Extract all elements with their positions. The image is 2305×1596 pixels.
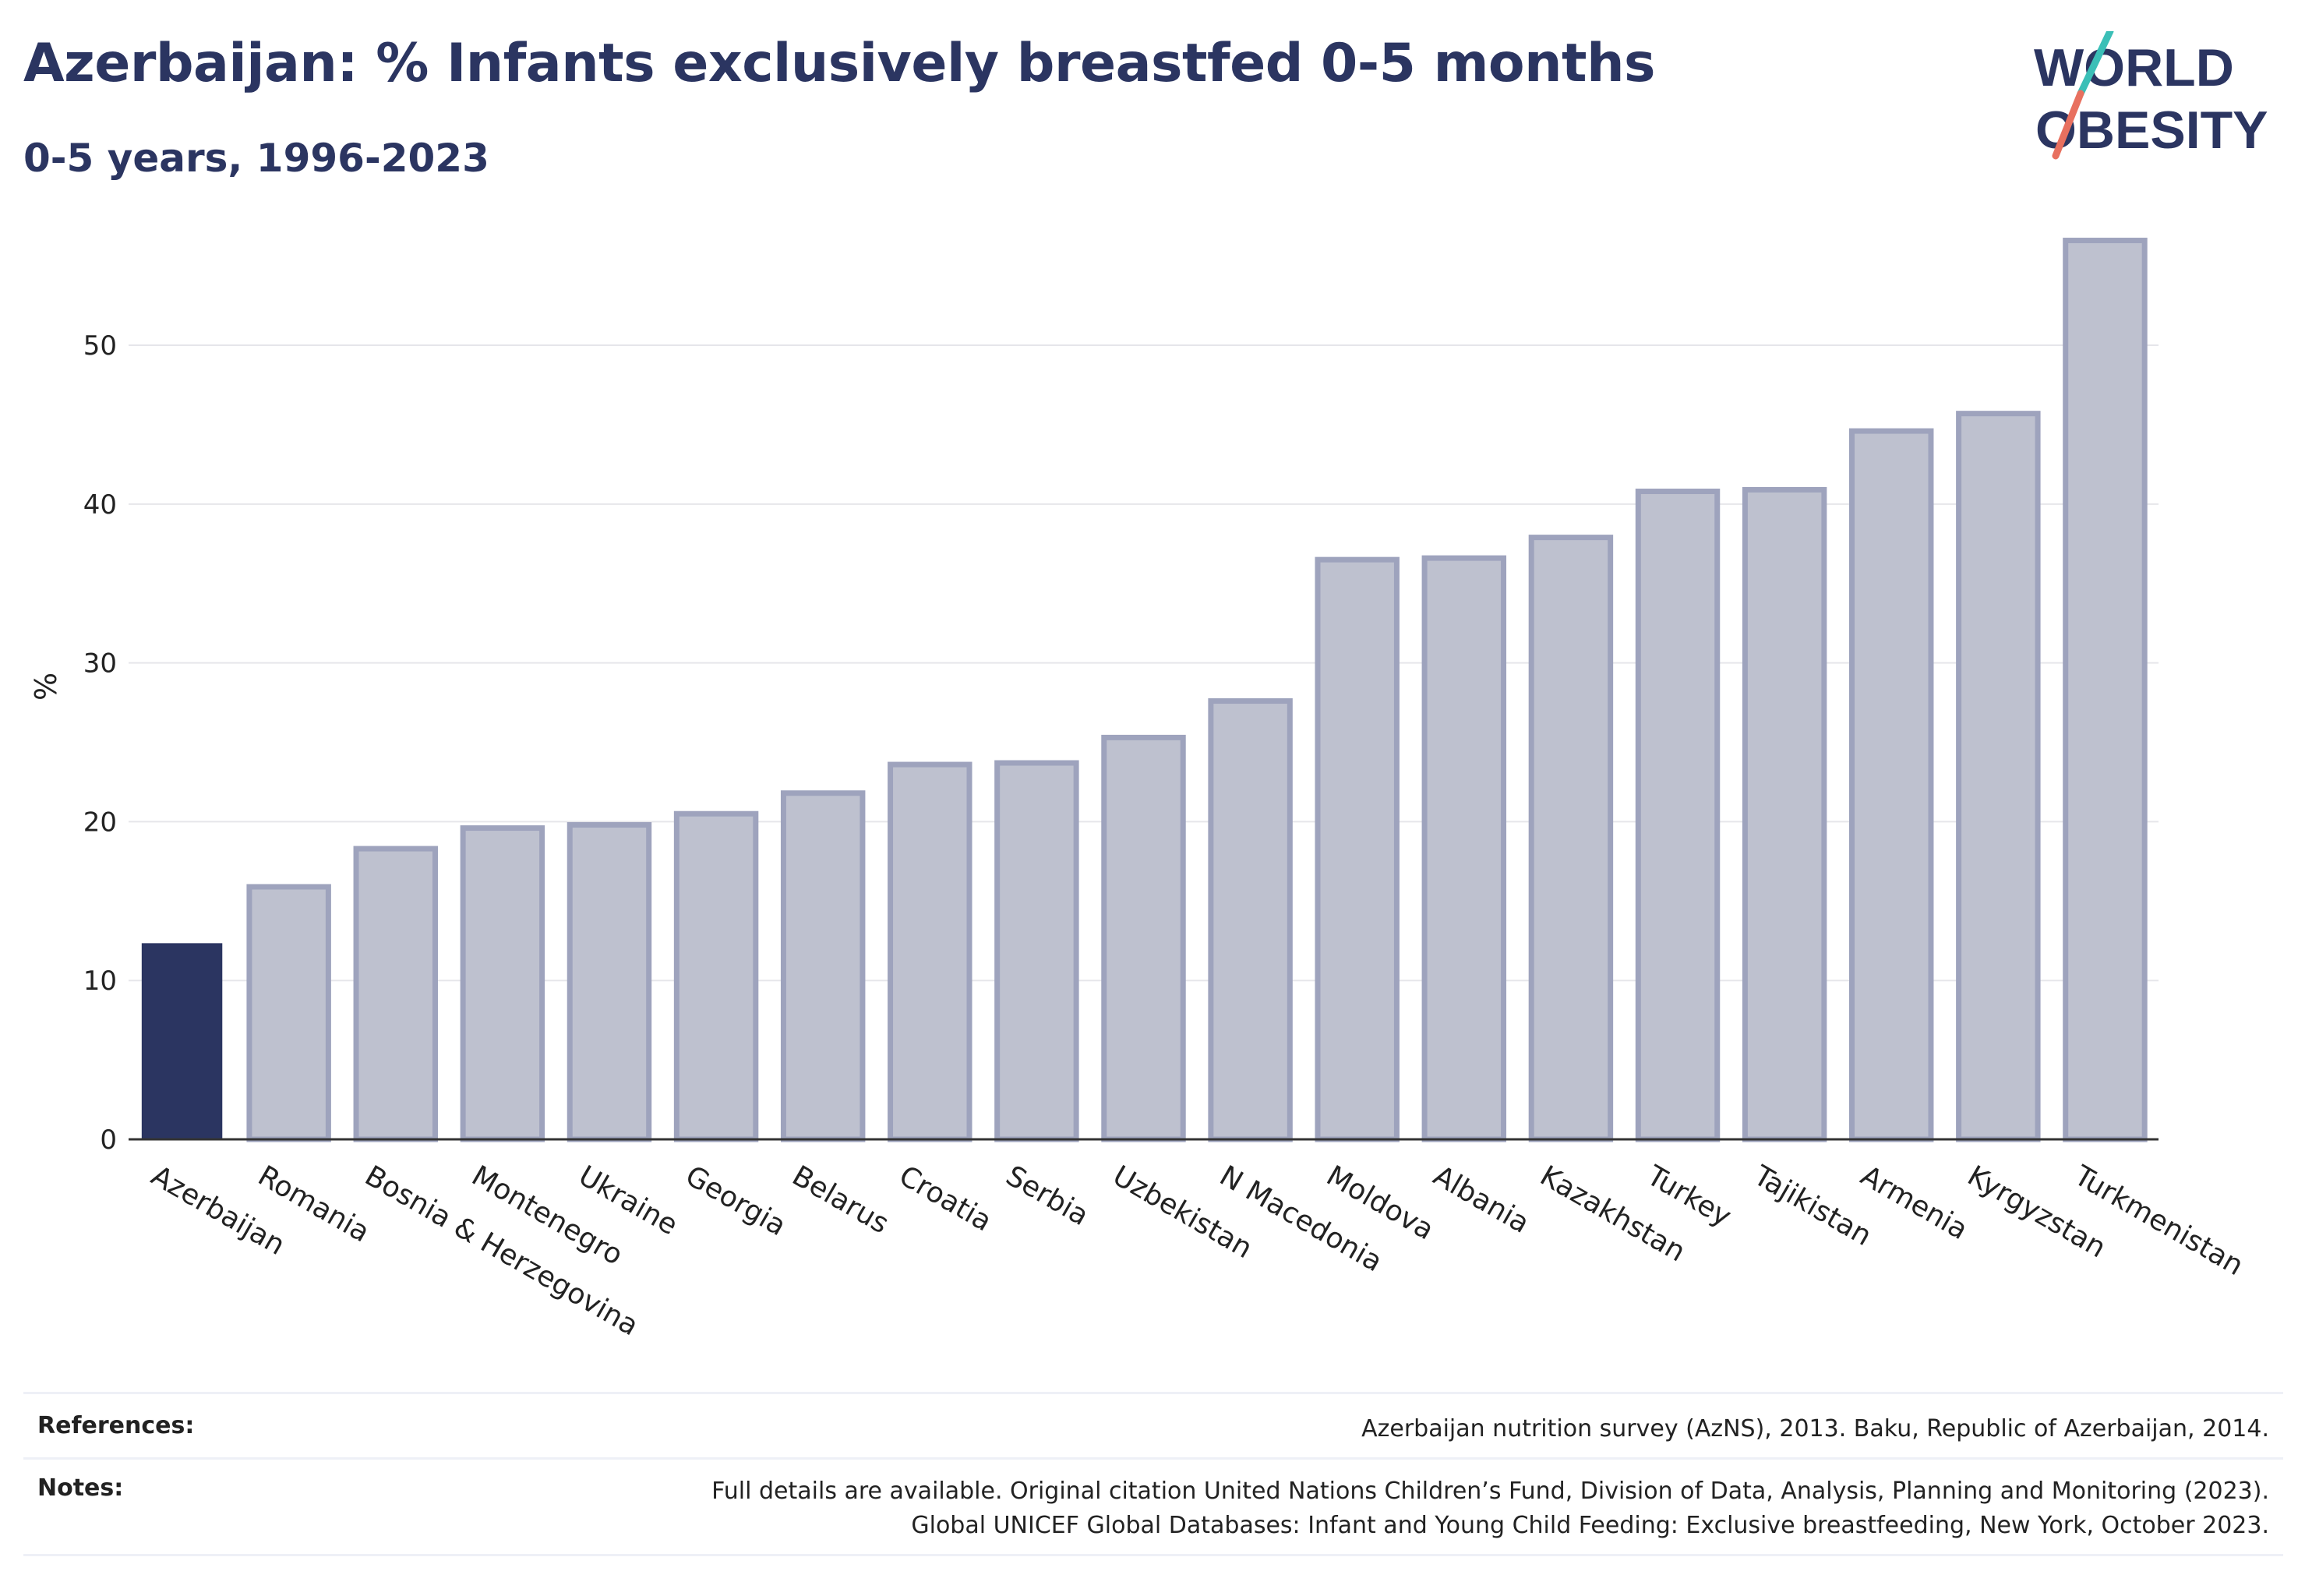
bar [567, 821, 652, 1142]
notes-text: Full details are available. Original cit… [711, 1474, 2269, 1543]
footer-divider-middle [23, 1457, 2283, 1460]
bar [460, 825, 545, 1142]
bar [888, 761, 972, 1142]
bar [673, 810, 759, 1142]
bar [1421, 555, 1507, 1142]
x-tick-label: Tajikistan [1748, 1160, 1877, 1252]
bar [1101, 734, 1186, 1142]
bar [1315, 556, 1400, 1142]
x-tick-label: Croatia [894, 1160, 997, 1238]
y-tick-label: 50 [83, 330, 117, 362]
bar [2063, 238, 2148, 1142]
references-row: References: Azerbaijan nutrition survey … [23, 1412, 2283, 1451]
footer-divider-bottom [23, 1554, 2283, 1556]
x-tick-label: Armenia [1855, 1160, 1973, 1246]
y-axis-label: % [29, 673, 63, 701]
references-text: Azerbaijan nutrition survey (AzNS), 2013… [1361, 1415, 2269, 1442]
y-tick-label: 10 [83, 966, 117, 997]
bar [1956, 411, 2041, 1142]
y-tick-label: 20 [83, 807, 117, 838]
bar [1742, 486, 1827, 1142]
notes-label: Notes: [37, 1474, 124, 1502]
bar [994, 760, 1079, 1142]
logo-slash-top [2077, 27, 2114, 97]
x-tick-label: Serbia [1001, 1160, 1094, 1232]
bar-highlight [141, 943, 223, 1140]
notes-line-1: Full details are available. Original cit… [711, 1478, 2269, 1505]
bar [780, 790, 866, 1142]
bar [246, 884, 331, 1142]
chart-title: Azerbaijan: % Infants exclusively breast… [23, 33, 1655, 94]
bar [1635, 489, 1721, 1142]
y-tick-label: 0 [100, 1125, 117, 1156]
footer-divider-top [23, 1392, 2283, 1394]
bar [353, 846, 438, 1142]
world-obesity-logo: WORLD OBESITY [2034, 27, 2291, 171]
bar [1849, 428, 1934, 1142]
bar [1208, 698, 1293, 1142]
bar [1528, 535, 1614, 1142]
x-tick-label: Georgia [680, 1160, 792, 1242]
x-tick-label: Belarus [787, 1160, 895, 1240]
logo-line1: WORLD [2034, 38, 2234, 97]
x-tick-label: Albania [1428, 1160, 1534, 1240]
references-label: References: [37, 1412, 195, 1439]
logo-slash-bottom [2052, 90, 2084, 160]
chart-subtitle: 0-5 years, 1996-2023 [23, 136, 489, 181]
notes-row: Notes: Full details are available. Origi… [23, 1474, 2283, 1552]
y-tick-label: 30 [83, 648, 117, 680]
y-tick-label: 40 [83, 489, 117, 521]
world-obesity-logo-graphic: WORLD OBESITY [2034, 27, 2268, 160]
notes-line-2: Global UNICEF Global Databases: Infant a… [911, 1512, 2269, 1539]
